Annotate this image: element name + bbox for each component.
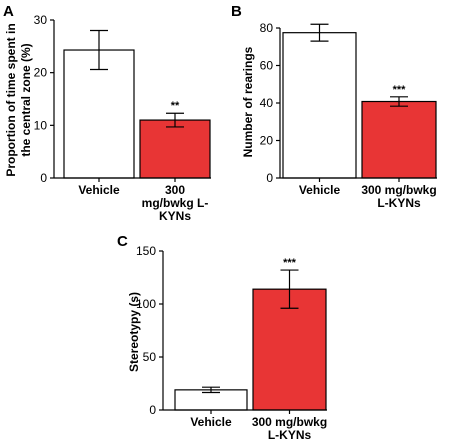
bar-B-0: [282, 32, 357, 179]
category-label-A-1-2: KYNs: [159, 209, 191, 223]
y-axis-title-B-0: Number of rearings: [241, 46, 255, 157]
bar-C-1: [252, 288, 327, 411]
y-tick-label-A-2: 20: [34, 66, 48, 80]
category-label-B-1-1: L-KYNs: [377, 196, 421, 210]
category-label-A-0-0: Vehicle: [78, 183, 120, 197]
y-axis-title-A-1: the central zone (%): [19, 43, 33, 156]
y-axis-title-A-0: Proportion of time spent in: [4, 23, 18, 176]
y-tick-label-A-1: 10: [34, 118, 48, 132]
category-label-C-1-0: 300 mg/bwkg: [252, 415, 327, 429]
y-tick-label-C-0: 0: [149, 403, 156, 417]
y-tick-label-B-4: 80: [260, 21, 274, 35]
category-label-A-1-1: mg/bwkg L-: [142, 196, 209, 210]
y-tick-label-B-3: 60: [260, 59, 274, 73]
panel-letter-C: C: [117, 233, 128, 250]
panel-letter-B: B: [231, 3, 242, 20]
category-label-C-1-1: L-KYNs: [268, 428, 312, 440]
y-tick-label-B-0: 0: [266, 171, 273, 185]
significance-label-B-1: ***: [393, 84, 407, 96]
y-tick-label-B-1: 20: [260, 134, 274, 148]
y-tick-label-C-1: 50: [143, 350, 157, 364]
bar-A-0: [63, 49, 135, 179]
bar-B-1: [361, 100, 437, 179]
y-tick-label-C-2: 100: [136, 297, 156, 311]
category-label-B-0-0: Vehicle: [299, 183, 341, 197]
y-axis-title-C-0: Stereotypy (s): [127, 292, 141, 372]
category-label-C-0-0: Vehicle: [190, 415, 232, 429]
y-tick-label-A-0: 0: [40, 171, 47, 185]
y-tick-label-A-3: 30: [34, 13, 48, 27]
panel-letter-A: A: [3, 3, 14, 20]
category-label-A-1-0: 300: [165, 183, 185, 197]
y-tick-label-B-2: 40: [260, 96, 274, 110]
y-tick-label-C-3: 150: [136, 244, 156, 258]
bar-A-1: [139, 119, 211, 179]
category-label-B-1-0: 300 mg/bwkg: [361, 183, 436, 197]
significance-label-A-1: **: [171, 100, 180, 112]
significance-label-C-1: ***: [283, 257, 297, 269]
